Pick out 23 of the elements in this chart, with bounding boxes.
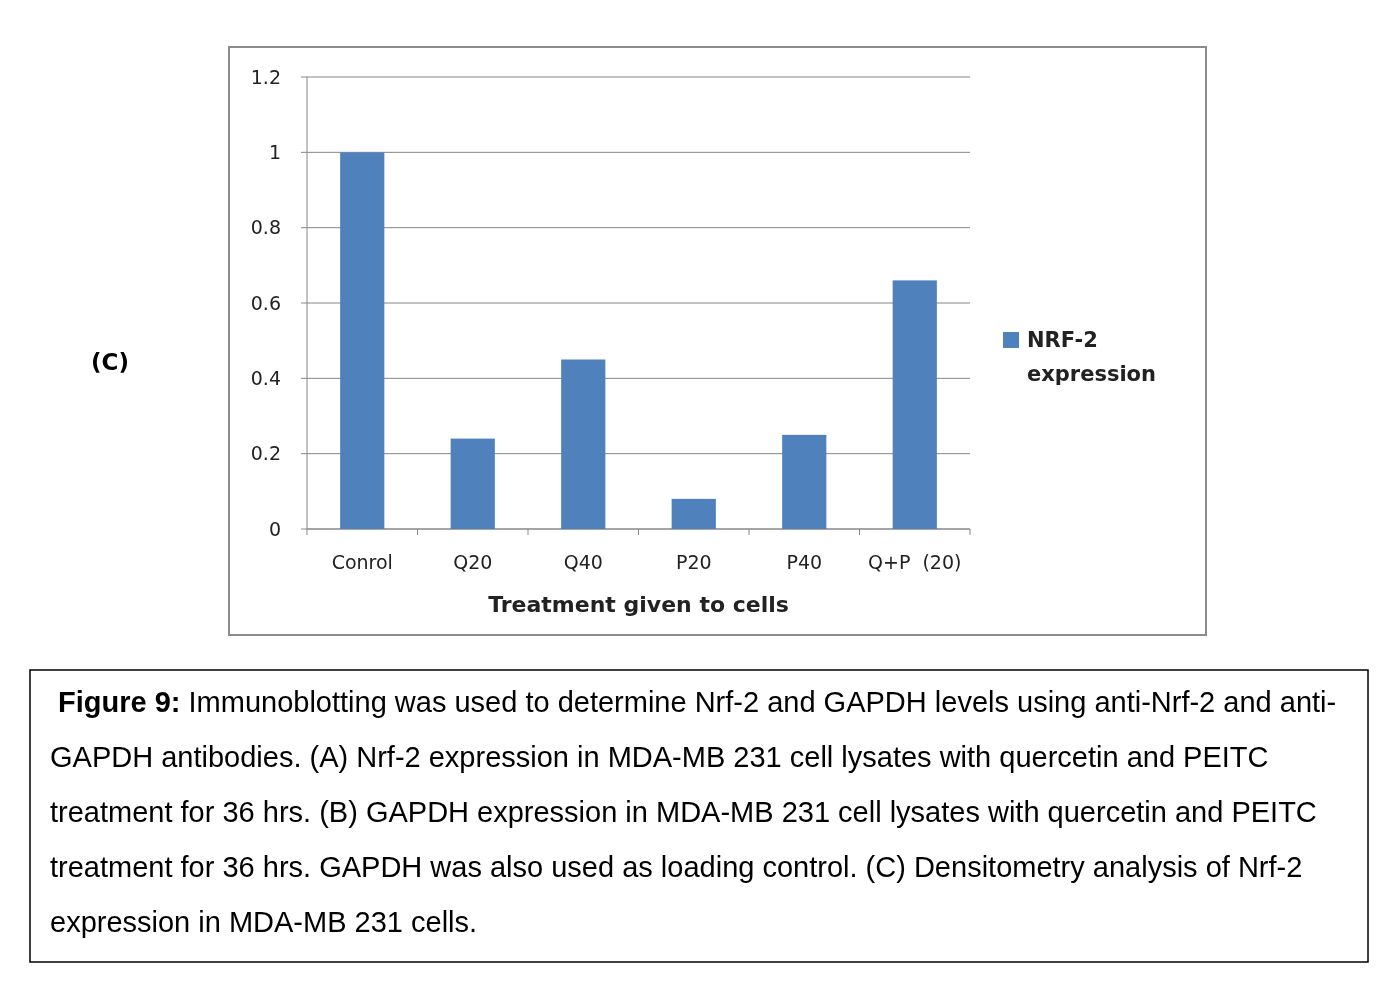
bar: [671, 498, 716, 529]
legend-label: NRF-2 expression: [1027, 328, 1156, 387]
x-tick-label: Conrol: [331, 550, 393, 573]
x-tick-label: Q40: [563, 550, 603, 573]
y-tick-label: 0.2: [250, 442, 281, 465]
bar: [340, 152, 385, 529]
text: (C): [91, 349, 129, 376]
y-tick-label: 0: [268, 517, 281, 540]
bar: [450, 438, 495, 529]
x-tick-label: P20: [675, 550, 712, 573]
x-tick-label: Q20: [453, 550, 493, 573]
y-tick-label: 0.4: [250, 366, 281, 389]
bar: [892, 280, 937, 529]
y-tick-label: 0.6: [250, 291, 281, 314]
x-axis-title: Treatment given to cells: [488, 591, 789, 617]
x-tick-label: P40: [786, 550, 823, 573]
y-tick-label: 0.8: [250, 216, 281, 239]
y-tick-label: 1: [268, 140, 281, 163]
bar: [782, 434, 827, 529]
bar: [561, 359, 606, 529]
x-tick-label: Q+P (20): [868, 550, 962, 573]
caption: Figure 9: Immunoblotting was used to determine Nrf-2 and GAPDH levels using anti-Nrf-2 and anti-GAPDH antibodies. (A) Nrf-2 expression in MDA-MB 231 cell lysates with quercetin and PEITC treatment for 36 hrs. (B) GAPDH expression in MDA-MB 231 cell lysates with quercetin and PEITC treatment for 36 hrs. GAPDH was also used as loading control. (C) Densitometry analysis of Nrf-2 expression in MDA-MB 231 cells.: [49, 685, 1338, 940]
y-tick-label: 1.2: [250, 65, 281, 88]
